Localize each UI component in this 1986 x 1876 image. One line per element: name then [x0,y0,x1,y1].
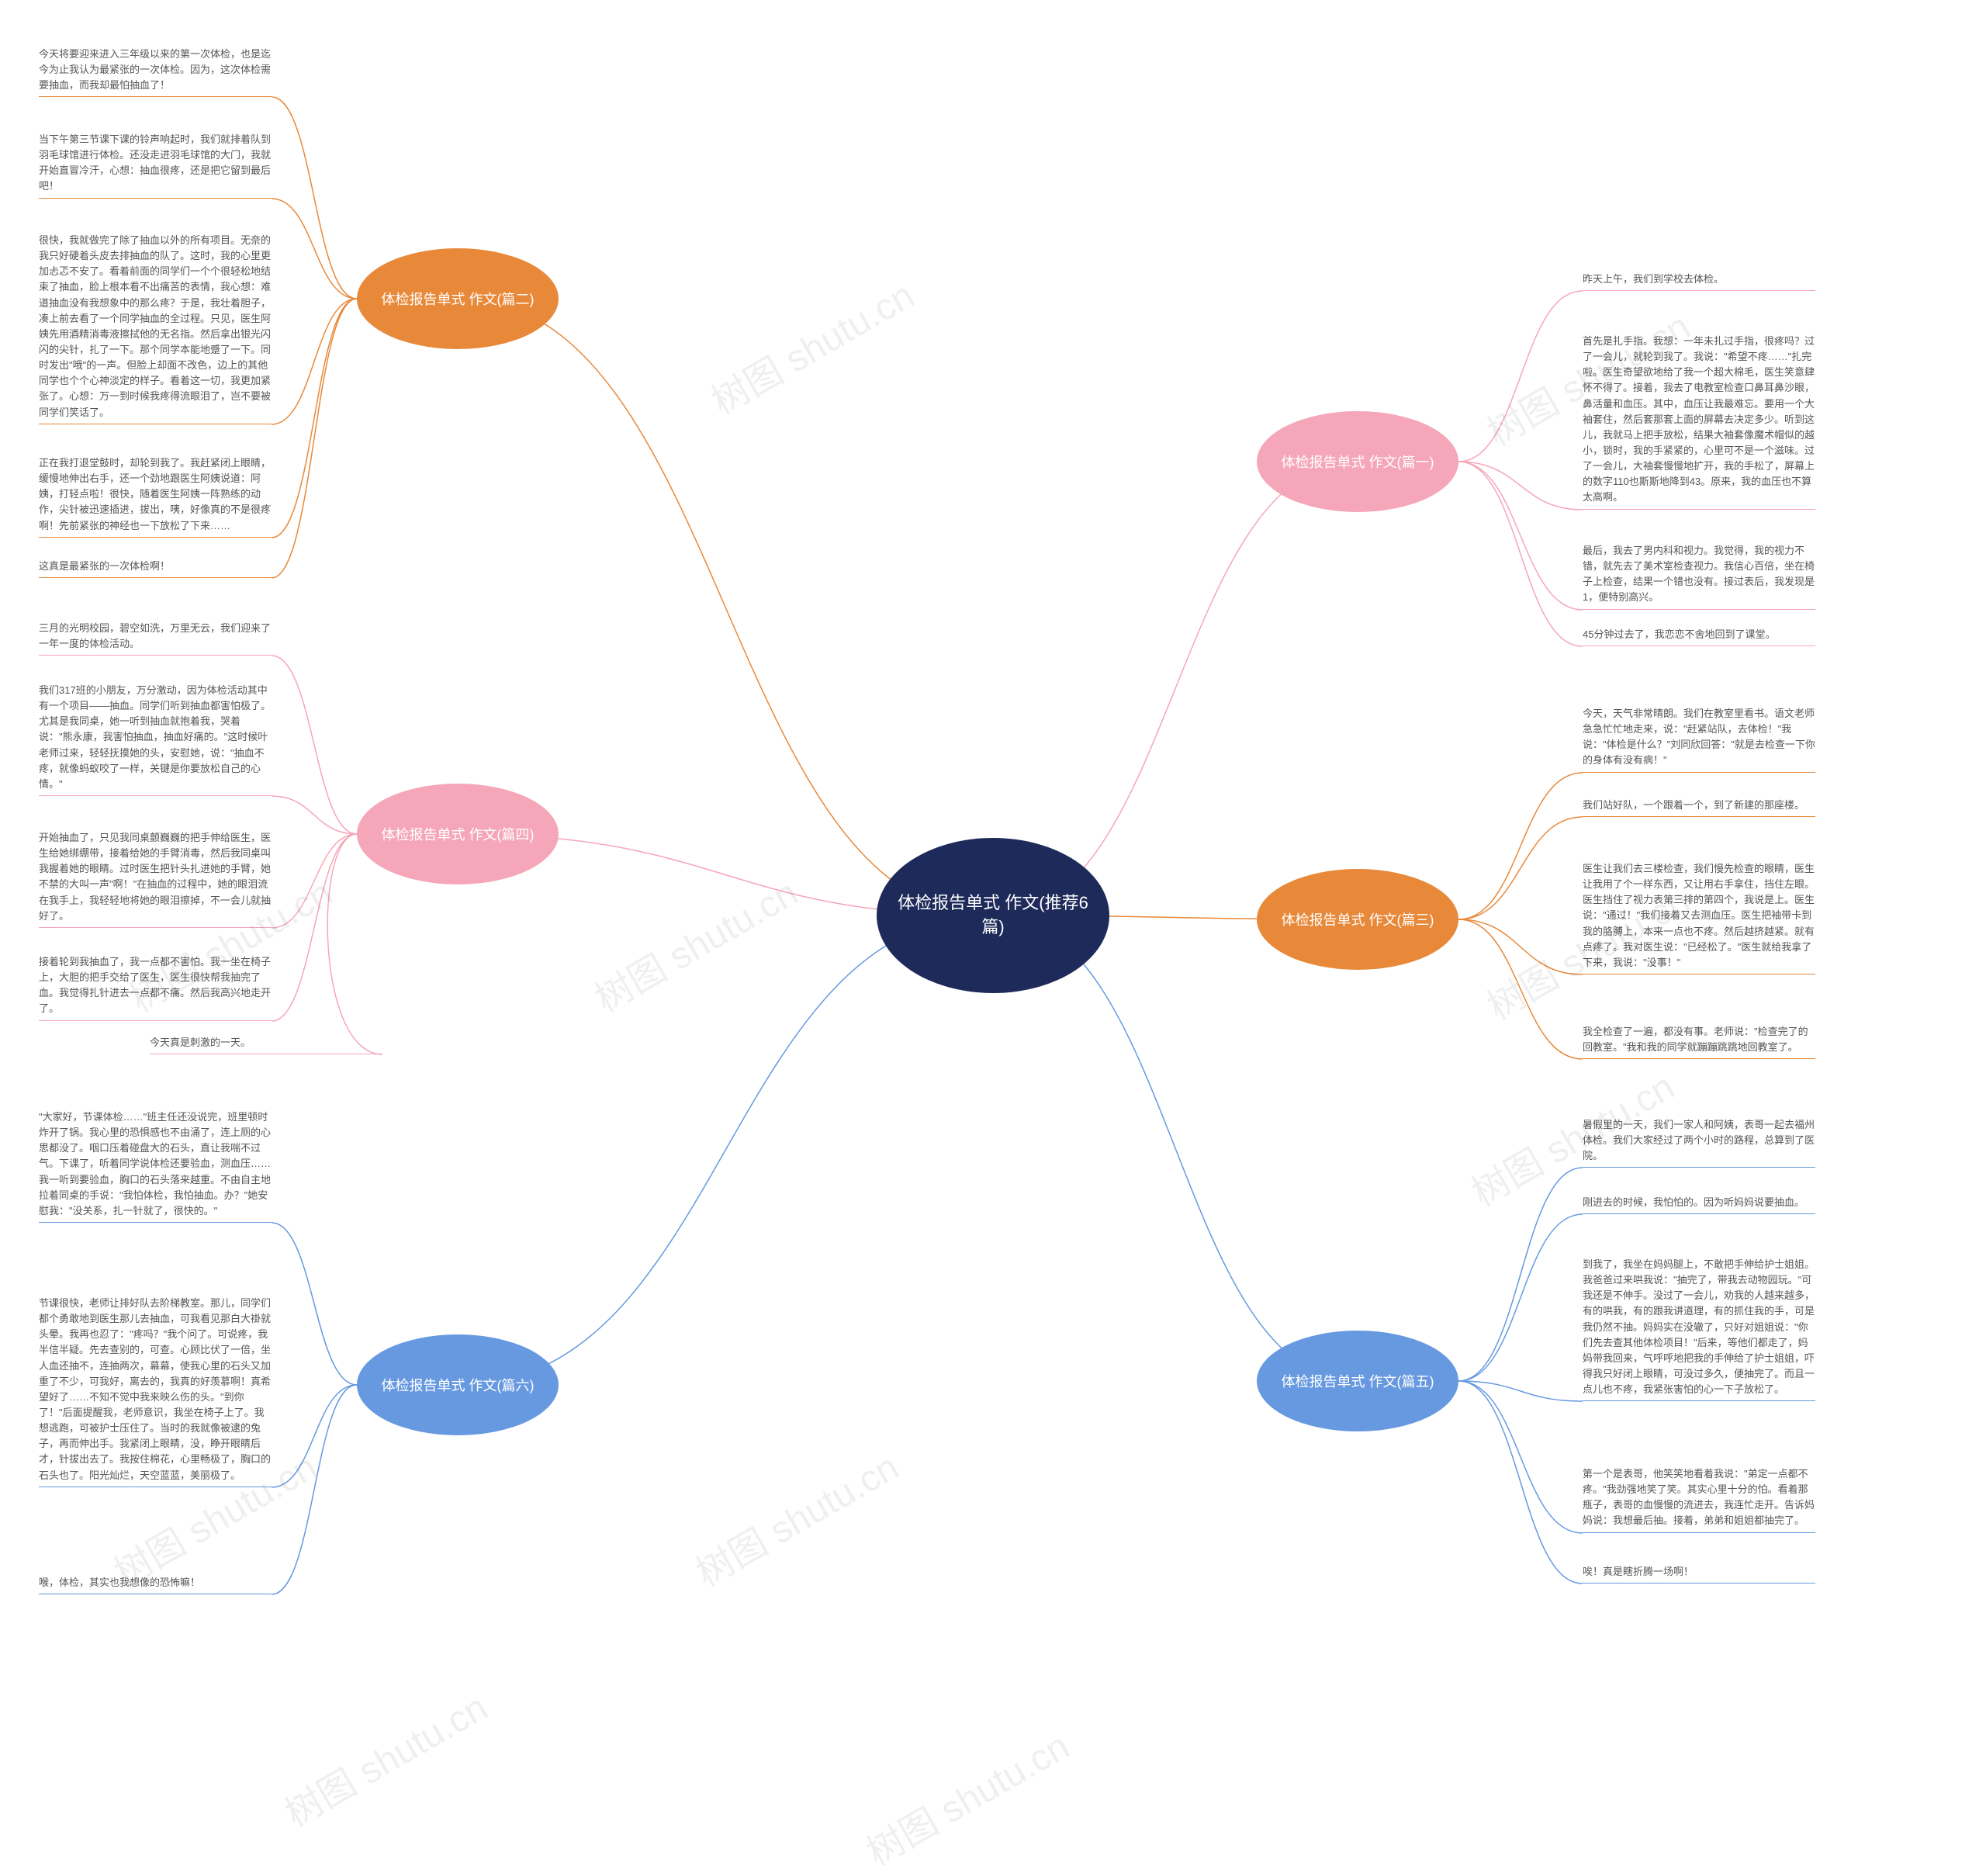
leaf-b1-0: 昨天上午，我们到学校去体检。 [1583,272,1815,291]
leaf-b2-0: 今天将要迎来进入三年级以来的第一次体检，也是迄今为止我认为最紧张的一次体检。因为… [39,47,272,97]
leaf-b5-3: 第一个是表哥，他笑笑地看着我说："弟定一点都不疼。"我劲强地笑了笑。其实心里十分… [1583,1466,1815,1533]
leaf-b1-3: 45分钟过去了，我恋恋不舍地回到了课堂。 [1583,627,1815,646]
leaf-b3-0: 今天，天气非常晴朗。我们在教室里看书。语文老师急急忙忙地走来，说："赶紧站队，去… [1583,706,1815,773]
watermark-9: 树图 shutu.cn [855,1716,1078,1876]
leaf-b2-3: 正在我打退堂鼓时，却轮到我了。我赶紧闭上眼睛，缓慢地伸出右手，还一个劲地跟医生阿… [39,455,272,538]
branch-node-b5: 体检报告单式 作文(篇五) [1257,1331,1458,1431]
leaf-b6-2: 喉，体检，其实也我想像的恐怖嘛！ [39,1575,272,1594]
leaf-b4-3: 接着轮到我抽血了，我一点都不害怕。我一坐在椅子上，大胆的把手交给了医生，医生很快… [39,954,272,1021]
leaf-b2-2: 很快，我就做完了除了抽血以外的所有项目。无奈的我只好硬着头皮去排抽血的队了。这时… [39,233,272,424]
leaf-b5-2: 到我了，我坐在妈妈腿上，不敢把手伸给护士姐姐。我爸爸过来哄我说："抽完了，带我去… [1583,1257,1815,1401]
leaf-b6-1: 节课很快，老师让排好队去阶梯教室。那儿，同学们都个勇敢地到医生那儿去抽血，可我看… [39,1296,272,1487]
leaf-b3-2: 医生让我们去三楼检查，我们慢先检查的眼睛，医生让我用了个一样东西，又让用右手拿住… [1583,861,1815,974]
leaf-b4-1: 我们317班的小朋友，万分激动，因为体检活动其中有一个项目——抽血。同学们听到抽… [39,683,272,796]
watermark-8: 树图 shutu.cn [273,1677,496,1837]
leaf-b3-1: 我们站好队，一个跟着一个，到了新建的那座楼。 [1583,798,1815,817]
leaf-b1-1: 首先是扎手指。我想：一年未扎过手指，很疼吗？过了一会儿，就轮到我了。我说："希望… [1583,334,1815,510]
watermark-3: 树图 shutu.cn [583,863,806,1023]
leaf-b2-4: 这真是最紧张的一次体检啊！ [39,559,272,578]
branch-node-b3: 体检报告单式 作文(篇三) [1257,869,1458,970]
leaf-b4-2: 开始抽血了，只见我同桌颤巍巍的把手伸给医生，医生给她绑绷带，接着给她的手臂消毒，… [39,830,272,928]
leaf-b4-0: 三月的光明校园，碧空如洗，万里无云，我们迎来了一年一度的体检活动。 [39,621,272,656]
watermark-1: 树图 shutu.cn [700,265,922,425]
branch-node-b4: 体检报告单式 作文(篇四) [357,784,559,884]
leaf-b6-0: "大家好，节课体检……"班主任还没说完，班里顿时炸开了锅。我心里的恐惧感也不由涌… [39,1109,272,1223]
leaf-b1-2: 最后，我去了男内科和视力。我觉得，我的视力不错，就先去了美术室检查视力。我信心百… [1583,543,1815,610]
leaf-b3-3: 我全检查了一遍，都没有事。老师说："检查完了的回教室。"我和我的同学就蹦蹦跳跳地… [1583,1024,1815,1059]
leaf-b2-1: 当下午第三节课下课的铃声响起时，我们就排着队到羽毛球馆进行体检。还没走进羽毛球馆… [39,132,272,199]
watermark-6: 树图 shutu.cn [684,1437,907,1597]
leaf-b5-1: 刚进去的时候，我怕怕的。因为听妈妈说要抽血。 [1583,1195,1815,1214]
branch-node-b2: 体检报告单式 作文(篇二) [357,248,559,349]
center-node: 体检报告单式 作文(推荐6篇) [877,838,1109,993]
branch-node-b1: 体检报告单式 作文(篇一) [1257,411,1458,512]
branch-node-b6: 体检报告单式 作文(篇六) [357,1334,559,1435]
leaf-b4-4: 今天真是刺激的一天。 [150,1035,382,1054]
leaf-b5-0: 暑假里的一天，我们一家人和阿姨，表哥一起去福州体检。我们大家经过了两个小时的路程… [1583,1117,1815,1168]
leaf-b5-4: 唉！真是瞎折腾一场啊！ [1583,1564,1815,1584]
